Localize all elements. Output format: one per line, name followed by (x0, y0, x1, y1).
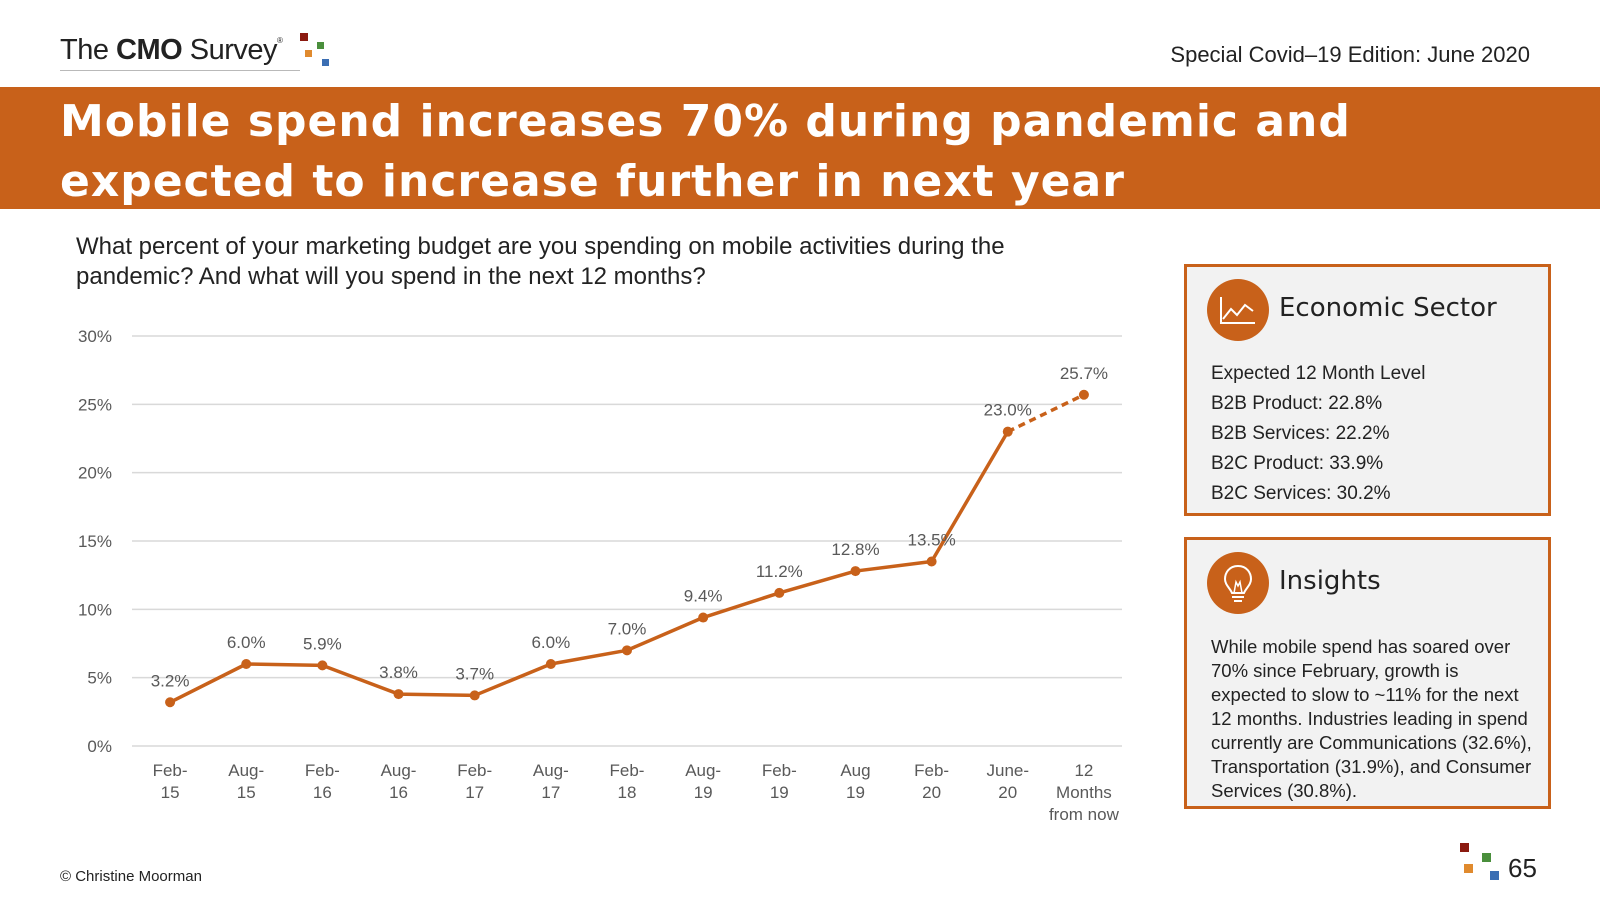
y-tick-label: 5% (87, 669, 112, 688)
data-label: 9.4% (684, 587, 723, 606)
footer-squares-icon (1460, 843, 1499, 880)
x-tick-label: June-20 (987, 761, 1030, 802)
data-point (698, 612, 709, 623)
x-tick-label: Aug 19 (840, 761, 870, 802)
data-point (165, 697, 176, 708)
economic-sector-panel: Economic Sector Expected 12 Month Level … (1184, 264, 1551, 516)
mobile-spend-line-chart: 0% 5% 10% 15% 20% 25% 30% Feb-15 Aug-15 Feb-16 Aug… (78, 327, 1122, 824)
data-point (469, 690, 480, 701)
data-point (241, 659, 252, 669)
x-tick-label: Feb-18 (610, 761, 645, 802)
x-tick-label: 12 Months from now (1049, 761, 1120, 824)
logo-underline (60, 70, 300, 71)
line-chart-icon (1207, 279, 1269, 341)
y-tick-label: 0% (87, 737, 112, 756)
data-point (317, 660, 328, 671)
copyright: © Christine Moorman (60, 868, 202, 885)
data-point (622, 645, 632, 656)
data-label: 5.9% (303, 634, 342, 653)
y-tick-label: 30% (78, 327, 112, 346)
x-tick-label: Aug-19 (685, 761, 721, 802)
edition-label: Special Covid–19 Edition: June 2020 (1170, 42, 1530, 67)
data-label: 25.7% (1060, 364, 1108, 383)
x-tick-label: Feb-15 (153, 761, 188, 802)
econ-line: B2C Services: 30.2% (1211, 483, 1391, 504)
y-tick-label: 25% (78, 395, 112, 414)
econ-line: B2B Services: 22.2% (1211, 423, 1390, 444)
econ-line: B2B Product: 22.8% (1211, 393, 1383, 414)
series-line (169, 430, 1010, 704)
econ-line: B2C Product: 33.9% (1211, 453, 1384, 474)
lightbulb-icon (1207, 552, 1269, 614)
data-point (1002, 426, 1013, 437)
x-tick-label: Aug-17 (533, 761, 569, 802)
data-label: 11.2% (756, 562, 803, 581)
data-point (545, 659, 556, 669)
logo-squares-icon (300, 33, 329, 66)
x-tick-label: Aug-16 (381, 761, 417, 802)
data-point (926, 556, 937, 567)
data-point (774, 587, 785, 598)
y-tick-label: 10% (78, 600, 112, 619)
econ-line: Expected 12 Month Level (1211, 363, 1426, 384)
data-label: 13.5% (908, 531, 956, 550)
x-tick-label: Feb-20 (914, 761, 949, 802)
insights-title: Insights (1279, 566, 1381, 596)
data-point (850, 566, 861, 577)
y-tick-label: 15% (78, 532, 112, 551)
logo-suffix: Survey (189, 34, 278, 66)
projection-line (1007, 393, 1085, 434)
x-tick-label: Feb-17 (457, 761, 492, 802)
data-point (393, 689, 404, 700)
page-number: 65 (1508, 853, 1537, 883)
data-point (1078, 389, 1089, 400)
data-label: 3.2% (151, 671, 190, 690)
insights-panel: Insights While mobile spend has soared o… (1184, 537, 1551, 809)
survey-question: What percent of your marketing budget ar… (76, 233, 1005, 290)
data-label: 3.7% (455, 664, 494, 683)
logo-prefix: The (60, 34, 109, 66)
x-tick-label: Feb-19 (762, 761, 797, 802)
data-label: 3.8% (379, 663, 418, 682)
logo-bold: CMO (116, 34, 183, 66)
x-tick-label: Feb-16 (305, 761, 340, 802)
y-tick-label: 20% (78, 464, 112, 483)
economic-sector-title: Economic Sector (1279, 293, 1497, 323)
title-banner (0, 87, 1600, 209)
insights-text: While mobile spend has soared over 70% s… (1211, 636, 1532, 801)
data-label: 6.0% (227, 633, 266, 652)
data-label: 7.0% (608, 619, 647, 638)
x-tick-label: Aug-15 (228, 761, 264, 802)
data-label: 23.0% (984, 401, 1032, 420)
cmo-survey-logo: The CMO Survey® (60, 34, 283, 67)
data-label: 12.8% (831, 540, 879, 559)
slide-title: Mobile spend increases 70% during pandem… (60, 96, 1351, 207)
data-label: 6.0% (531, 633, 570, 652)
economic-sector-body: Expected 12 Month Level B2B Product: 22.… (1211, 359, 1532, 509)
logo-registered-mark: ® (277, 36, 283, 45)
